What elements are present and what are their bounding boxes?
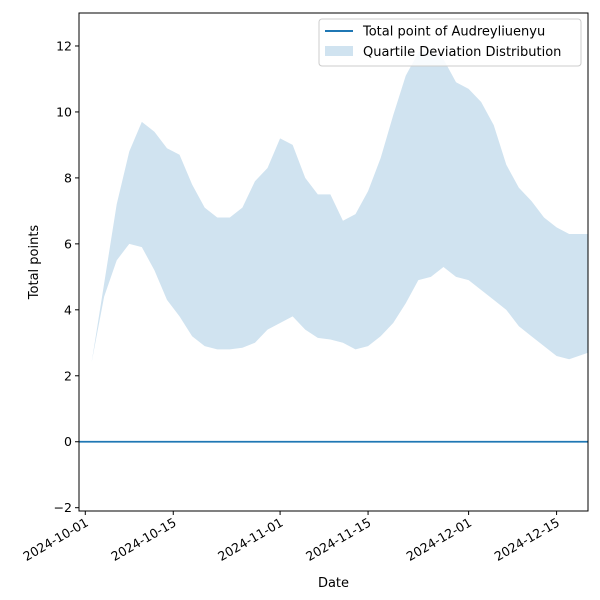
x-tick-label: 2024-10-01 bbox=[20, 515, 90, 564]
x-tick-label: 2024-12-15 bbox=[492, 515, 562, 564]
x-tick-label: 2024-10-15 bbox=[108, 515, 178, 564]
y-tick-label: 0 bbox=[64, 434, 72, 449]
y-tick-label: −2 bbox=[54, 500, 72, 515]
y-tick-label: 12 bbox=[56, 38, 72, 53]
y-tick-label: 10 bbox=[56, 104, 72, 119]
y-tick-label: 4 bbox=[64, 302, 72, 317]
x-tick-label: 2024-11-01 bbox=[215, 515, 285, 564]
legend-band-swatch bbox=[325, 46, 353, 56]
x-tick-label: 2024-11-15 bbox=[303, 515, 373, 564]
y-tick-label: 6 bbox=[64, 236, 72, 251]
axes-frame bbox=[78, 12, 589, 512]
quartile-band bbox=[79, 49, 588, 442]
x-axis-label: Date bbox=[318, 576, 349, 591]
y-tick-label: 2 bbox=[64, 368, 72, 383]
y-axis-label: Total points bbox=[27, 225, 42, 301]
legend-box bbox=[318, 18, 582, 67]
y-tick-label: 8 bbox=[64, 170, 72, 185]
legend-line-label: Total point of Audreyliuenyu bbox=[362, 25, 545, 40]
legend: Total point of Audreyliuenyu Quartile De… bbox=[318, 18, 582, 67]
legend-band-label: Quartile Deviation Distribution bbox=[363, 45, 561, 60]
x-tick-label: 2024-12-01 bbox=[404, 515, 474, 564]
